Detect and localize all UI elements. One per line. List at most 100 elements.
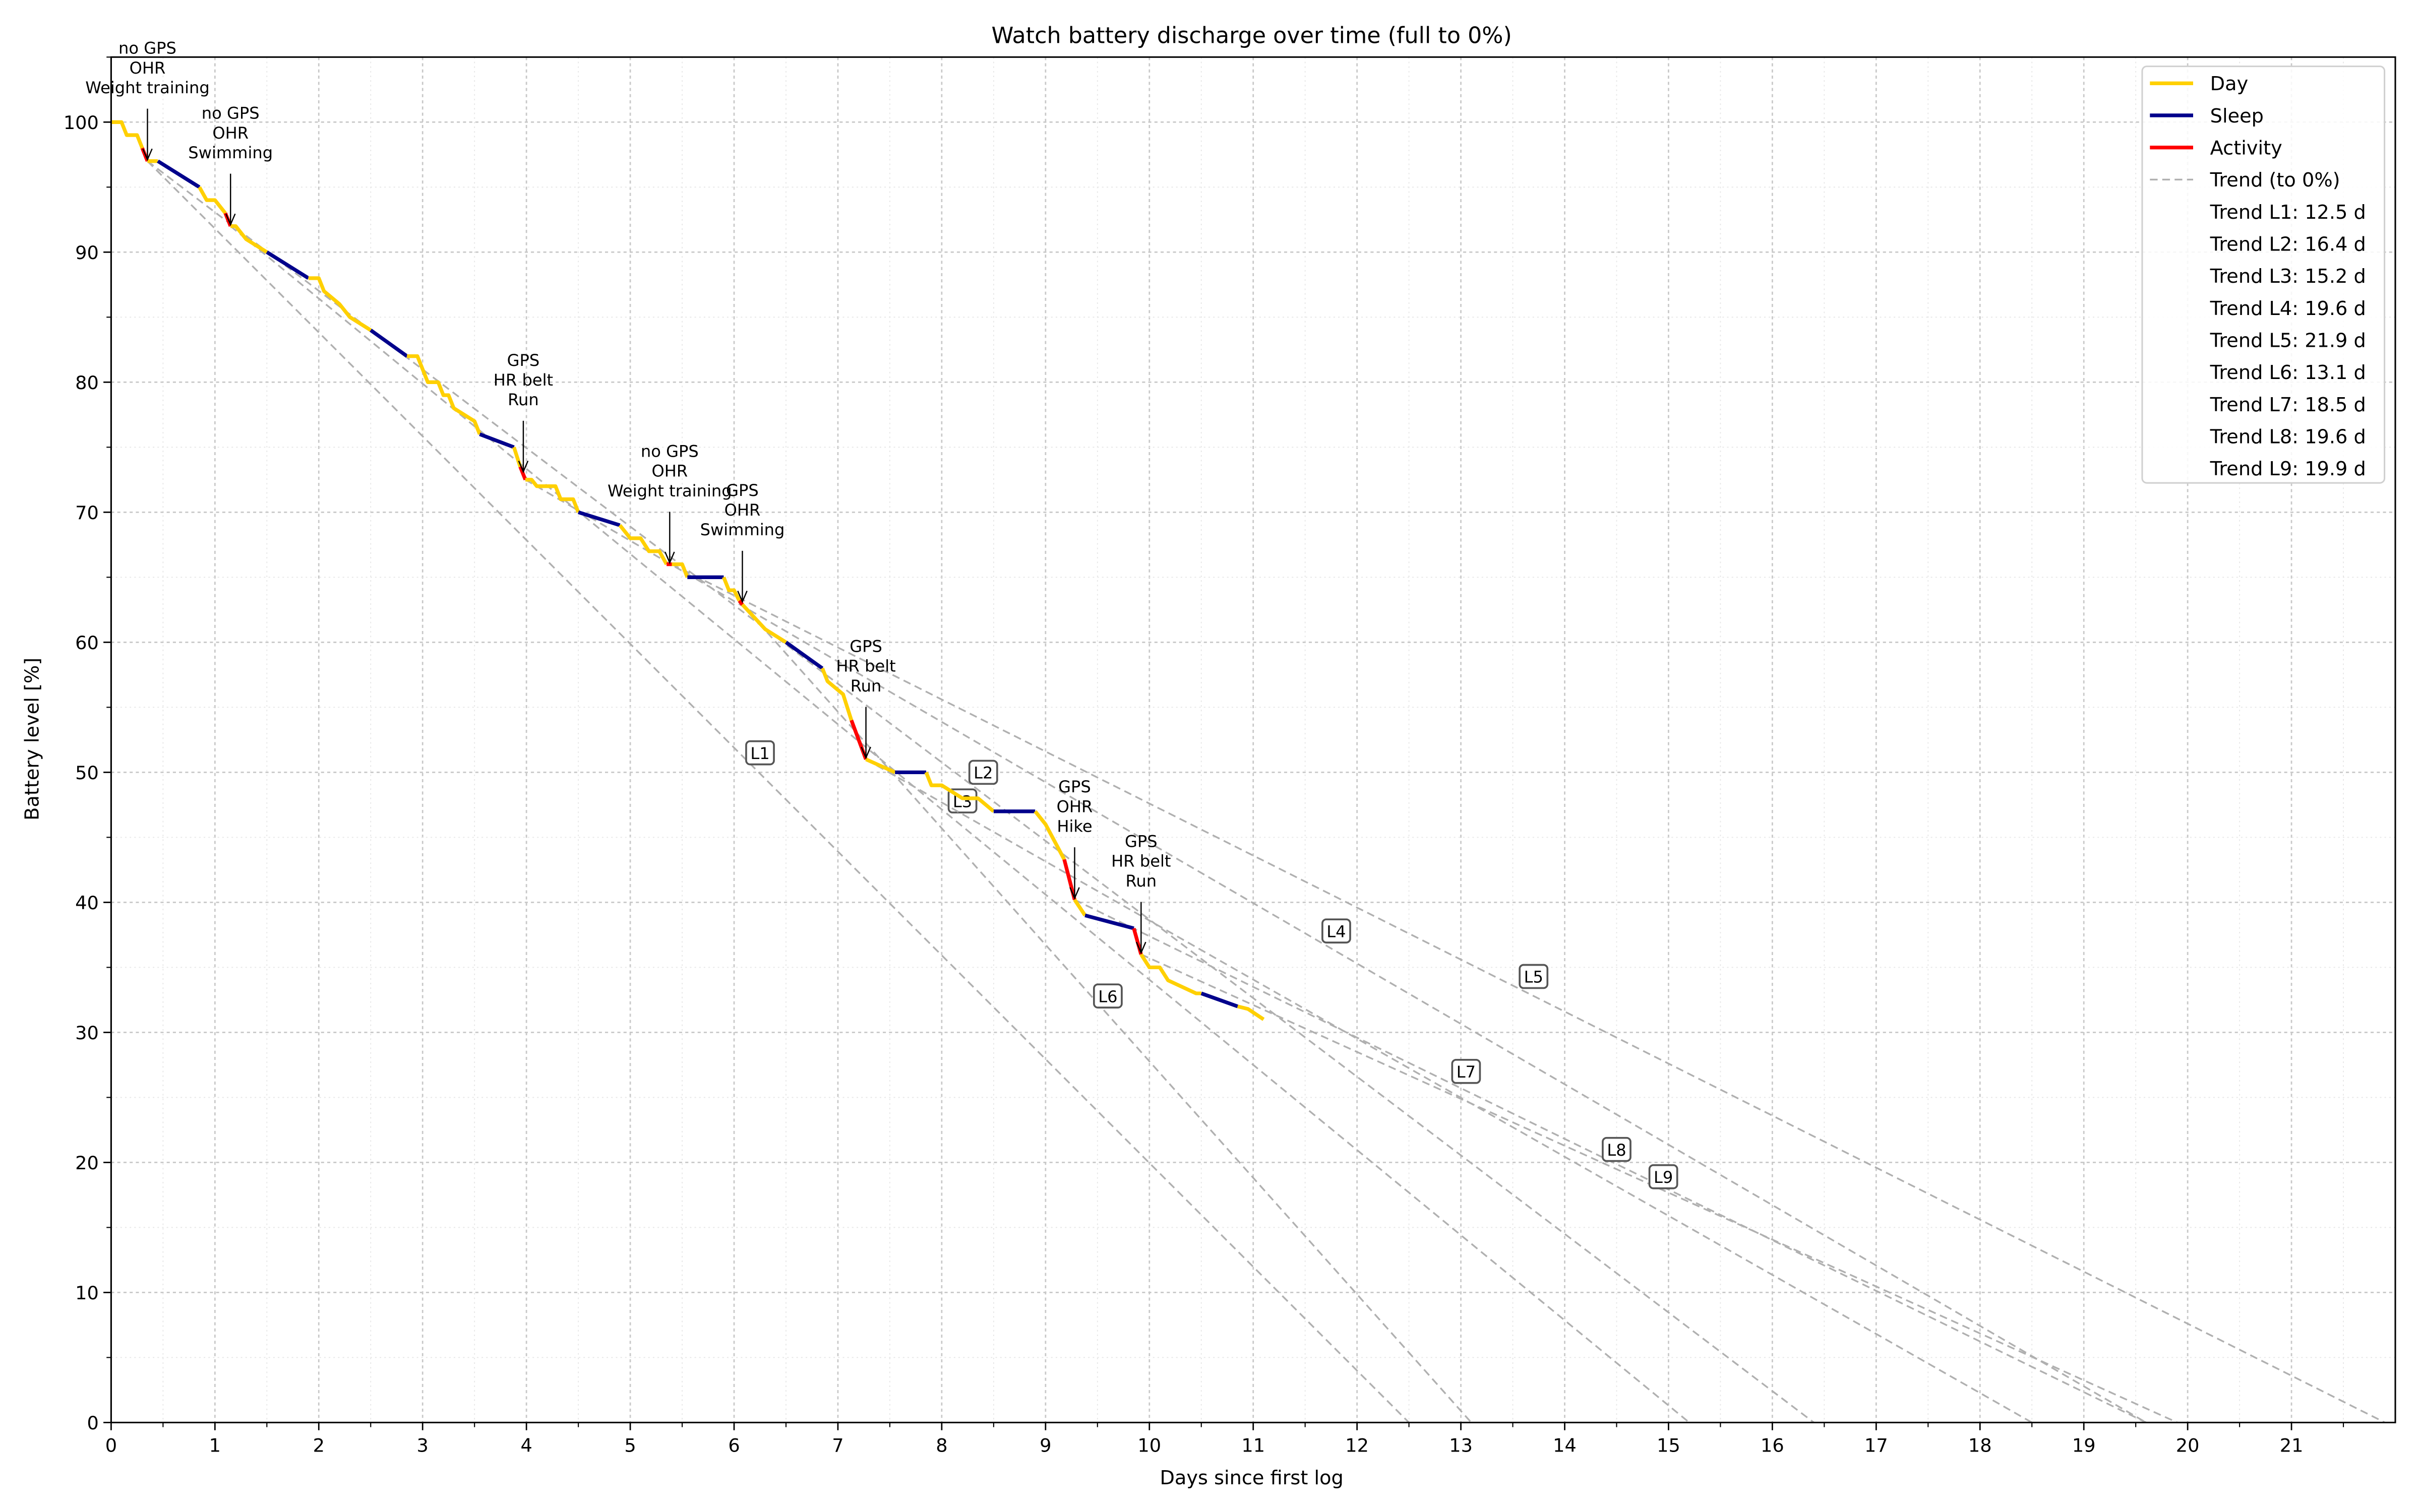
trend-label-box: [968, 760, 998, 785]
x-tick-label: 16: [1761, 1435, 1784, 1457]
y-tick-label: 40: [75, 892, 99, 914]
trend-label-text: L6: [1098, 987, 1117, 1006]
annotation-line: HR belt: [1111, 852, 1171, 871]
legend-entry: Trend L1: 12.5 d: [2210, 201, 2366, 224]
trend-label-box: [1648, 1164, 1678, 1189]
segment-day: [111, 120, 144, 149]
trend-label-box: [745, 740, 775, 766]
annotation-line: Run: [508, 390, 539, 409]
annotation-line: no GPS: [118, 39, 176, 58]
trend-line-L5: [671, 563, 2386, 1423]
segment-day: [230, 224, 268, 254]
legend-label: Day: [2210, 73, 2249, 95]
segment-day: [1237, 1004, 1265, 1021]
legend-entry: Day: [2150, 73, 2248, 95]
trend-label-text: L9: [1654, 1168, 1673, 1187]
annotation-arrowhead-icon: [664, 551, 675, 564]
annotation-line: HR belt: [836, 657, 895, 676]
x-tick-label: 17: [1864, 1435, 1888, 1457]
segment-day: [924, 771, 995, 813]
legend-entry: Trend (to 0%): [2150, 169, 2340, 192]
trend-line-L3: [230, 225, 1690, 1423]
x-tick-label: 5: [624, 1435, 636, 1457]
x-tick-label: 9: [1040, 1435, 1051, 1457]
x-tick-label: 19: [2072, 1435, 2096, 1457]
annotation-arrowhead-icon: [861, 746, 871, 760]
trend-label-box: [1321, 918, 1351, 943]
y-tick-label: 50: [75, 762, 99, 784]
x-tick-label: 15: [1657, 1435, 1680, 1457]
annotation-line: Run: [1125, 871, 1157, 891]
annotation-arrowhead-icon: [142, 148, 153, 161]
y-tick-label: 80: [75, 372, 99, 394]
trend-label-L8: L8: [1602, 1137, 1631, 1162]
legend-entry: Trend L3: 15.2 d: [2210, 265, 2366, 288]
annotation-arrowhead-icon: [1135, 941, 1146, 955]
annotation-line: OHR: [651, 462, 688, 481]
trend-label-text: L2: [974, 764, 993, 783]
trend-line-L4: [525, 479, 2147, 1423]
annotation-line: Swimming: [700, 520, 785, 539]
segment-sleep: [1200, 991, 1239, 1009]
segment-sleep: [370, 329, 408, 358]
trend-label-box: [1093, 983, 1123, 1009]
y-tick-label: 10: [75, 1282, 99, 1304]
x-tick-label: 2: [313, 1435, 325, 1457]
x-tick-label: 13: [1449, 1435, 1473, 1457]
trend-label-text: L8: [1607, 1141, 1626, 1160]
legend-entry: Trend L5: 21.9 d: [2210, 329, 2366, 352]
x-tick-label: 8: [936, 1435, 947, 1457]
legend-box: [2141, 66, 2386, 484]
x-tick-label: 14: [1553, 1435, 1577, 1457]
grid: [110, 56, 2396, 1423]
trend-label-L7: L7: [1451, 1059, 1481, 1084]
annotation-arrowhead-icon: [225, 213, 236, 226]
segment-day: [1139, 953, 1201, 995]
legend-label: Trend L1: 12.5 d: [2210, 201, 2366, 224]
segment-day: [722, 576, 741, 602]
segment-sleep: [578, 510, 621, 527]
trend-label-L4: L4: [1321, 918, 1351, 943]
legend-entry: Activity: [2150, 137, 2282, 159]
legend-entry: Sleep: [2150, 105, 2264, 128]
legend-entry: Trend L6: 13.1 d: [2210, 361, 2366, 384]
annotation-line: Swimming: [188, 143, 273, 162]
segment-sleep: [266, 250, 310, 280]
x-tick-label: 12: [1345, 1435, 1369, 1457]
annotation-line: GPS: [726, 481, 759, 500]
annotation-line: OHR: [130, 58, 166, 78]
trend-label-L9: L9: [1648, 1164, 1678, 1189]
segment-day: [672, 562, 689, 578]
trend-label-L6: L6: [1093, 983, 1123, 1009]
trend-line-L6: [742, 604, 1472, 1423]
annotation-arrowhead-icon: [518, 460, 529, 473]
legend-label: Trend L9: 19.9 d: [2210, 458, 2366, 480]
legend-label: Trend L7: 18.5 d: [2210, 394, 2366, 416]
annotation-line: Weight training: [608, 481, 732, 500]
legend-entry: Trend L2: 16.4 d: [2210, 233, 2366, 256]
trend-label-box: [1519, 964, 1549, 989]
annotation-line: Run: [851, 676, 882, 696]
segment-day: [525, 478, 580, 513]
annotation-line: no GPS: [202, 104, 260, 123]
y-tick-label: 0: [87, 1412, 99, 1434]
annotation-line: OHR: [724, 500, 761, 520]
annotation-arrowhead-icon: [737, 590, 748, 603]
trend-label-text: L4: [1326, 922, 1346, 941]
segment-day: [407, 354, 481, 435]
annotation-line: GPS: [1058, 777, 1091, 796]
y-tick-label: 20: [75, 1152, 99, 1174]
segment-day: [618, 524, 669, 565]
trend-label-box: [1451, 1059, 1481, 1084]
y-tick-label: 100: [64, 112, 99, 134]
x-tick-label: 0: [105, 1435, 117, 1457]
legend-label: Trend L2: 16.4 d: [2210, 233, 2366, 256]
legend-label: Trend (to 0%): [2210, 169, 2340, 192]
trend-label-text: L1: [750, 744, 769, 763]
x-tick-label: 10: [1137, 1435, 1161, 1457]
